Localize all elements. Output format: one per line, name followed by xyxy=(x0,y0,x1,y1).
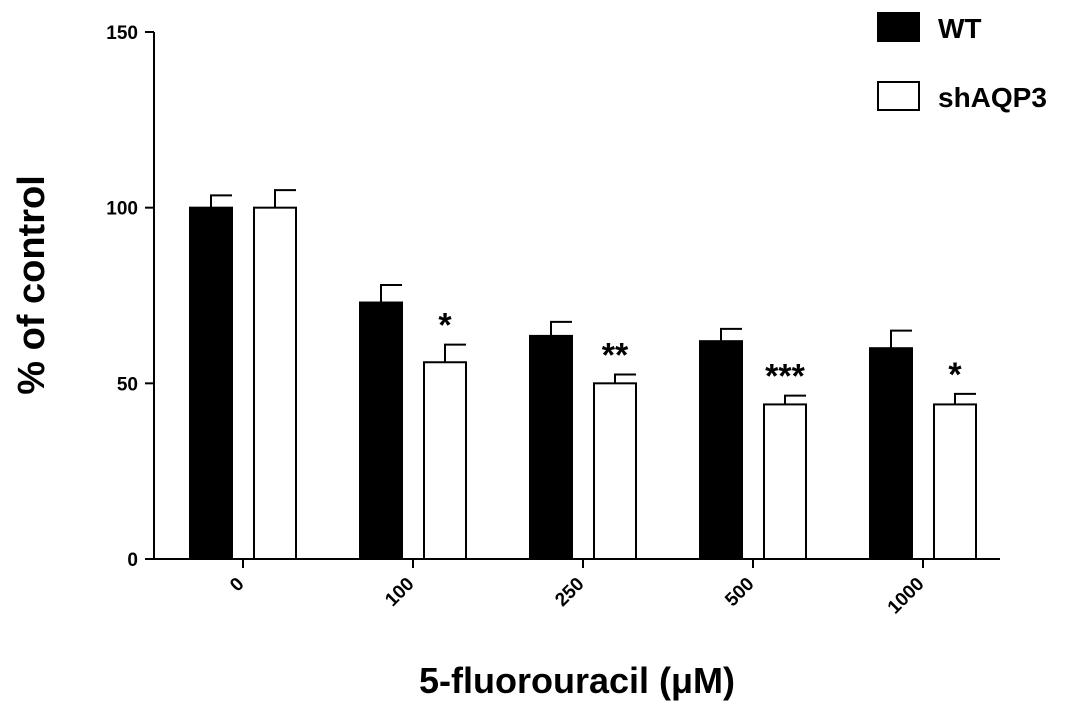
bar-shaqp3 xyxy=(253,206,297,561)
bar-shaqp3 xyxy=(593,382,637,561)
legend-label-wt: WT xyxy=(938,13,982,44)
legend: WT shAQP3 xyxy=(877,12,1047,113)
bar-wt xyxy=(869,347,913,561)
legend-swatch-shaqp3 xyxy=(877,81,920,111)
significance-marker: ** xyxy=(602,337,629,375)
y-tick-label: 50 xyxy=(117,374,138,395)
bar-shaqp3 xyxy=(933,403,977,560)
x-tick-label: 250 xyxy=(551,574,588,611)
bar-wt xyxy=(529,334,573,560)
bar-wt xyxy=(699,340,743,560)
legend-label-shaqp3: shAQP3 xyxy=(938,82,1047,113)
x-axis-title: 5-fluorouracil (μM) xyxy=(419,660,735,701)
y-tick-label: 0 xyxy=(127,550,138,571)
significance-marker: * xyxy=(438,307,452,345)
labels: ****** * xyxy=(438,307,962,396)
y-tick-label: 150 xyxy=(106,23,138,44)
x-tick-label: 100 xyxy=(381,574,418,611)
bar-shaqp3 xyxy=(423,361,467,560)
significance-marker: * xyxy=(948,356,962,394)
legend-swatch-wt xyxy=(877,12,920,42)
y-tick-label: 100 xyxy=(106,199,138,220)
x-tick-label: 0 xyxy=(226,574,248,596)
significance-marker: *** xyxy=(765,358,805,396)
bar-wt xyxy=(359,301,403,560)
x-tick-label: 1000 xyxy=(884,574,929,619)
bar-shaqp3 xyxy=(763,403,807,560)
x-tick-label: 500 xyxy=(721,574,758,611)
bar-wt xyxy=(189,206,233,561)
y-axis-title: % of control xyxy=(11,175,53,395)
bars xyxy=(189,189,977,561)
